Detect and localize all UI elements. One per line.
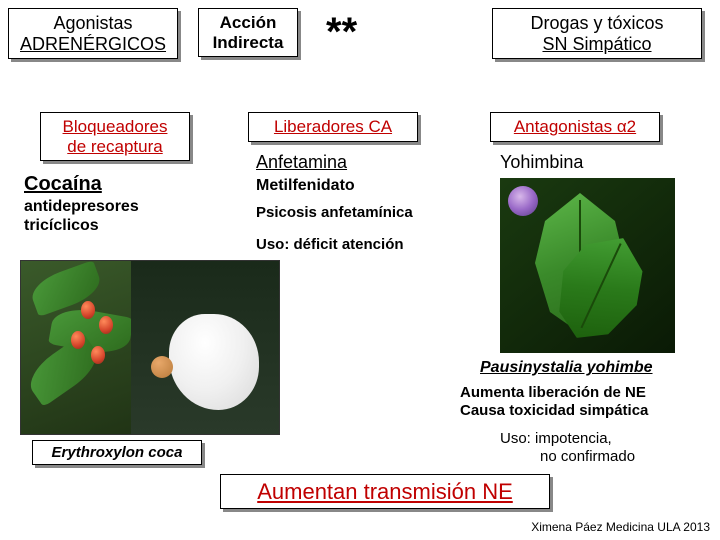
col1-box-l1: Bloqueadores: [51, 117, 179, 137]
coca-photo: [20, 260, 280, 435]
aumentan-text: Aumentan transmisión NE: [257, 479, 513, 504]
triciclicos: tricíclicos: [24, 216, 99, 235]
antidepresores: antidepresores: [24, 197, 139, 216]
box1-l1: Agonistas: [19, 13, 167, 34]
box-drogas: Drogas y tóxicos SN Simpático: [492, 8, 702, 59]
yohimbe-photo: [500, 178, 675, 353]
box-aumentan: Aumentan transmisión NE: [220, 474, 550, 509]
cocaina-label: Cocaína: [24, 172, 102, 196]
uso-deficit: Uso: déficit atención: [256, 236, 404, 254]
yohimbina: Yohimbina: [500, 152, 583, 174]
box-liberadores: Liberadores CA: [248, 112, 418, 142]
credit: Ximena Páez Medicina ULA 2013: [531, 520, 710, 534]
liberadores-text: Liberadores CA: [274, 117, 392, 136]
uso-impotencia-b: no confirmado: [540, 448, 635, 466]
box2-l2: Indirecta: [209, 33, 287, 53]
causa-tox: Causa toxicidad simpática: [460, 402, 648, 420]
aumenta-ne: Aumenta liberación de NE: [460, 384, 646, 402]
box-accion: Acción Indirecta: [198, 8, 298, 57]
box2-l1: Acción: [209, 13, 287, 33]
box3-l2: SN Simpático: [503, 34, 691, 55]
box-bloqueadores: Bloqueadores de recaptura: [40, 112, 190, 161]
box-antagonistas: Antagonistas α2: [490, 112, 660, 142]
erythroxylon-text: Erythroxylon coca: [52, 444, 183, 461]
asterisks: **: [326, 8, 357, 56]
box-erythroxylon: Erythroxylon coca: [32, 440, 202, 465]
psicosis: Psicosis anfetamínica: [256, 204, 413, 222]
antagonistas-text: Antagonistas α2: [514, 117, 636, 136]
metilfenidato: Metilfenidato: [256, 176, 355, 195]
box3-l1: Drogas y tóxicos: [503, 13, 691, 34]
uso-impotencia-a: Uso: impotencia,: [500, 430, 612, 448]
pausinystalia: Pausinystalia yohimbe: [480, 358, 653, 377]
col1-box-l2: de recaptura: [51, 137, 179, 157]
box1-l2: ADRENÉRGICOS: [19, 34, 167, 55]
anfetamina: Anfetamina: [256, 152, 347, 174]
box-agonistas: Agonistas ADRENÉRGICOS: [8, 8, 178, 59]
